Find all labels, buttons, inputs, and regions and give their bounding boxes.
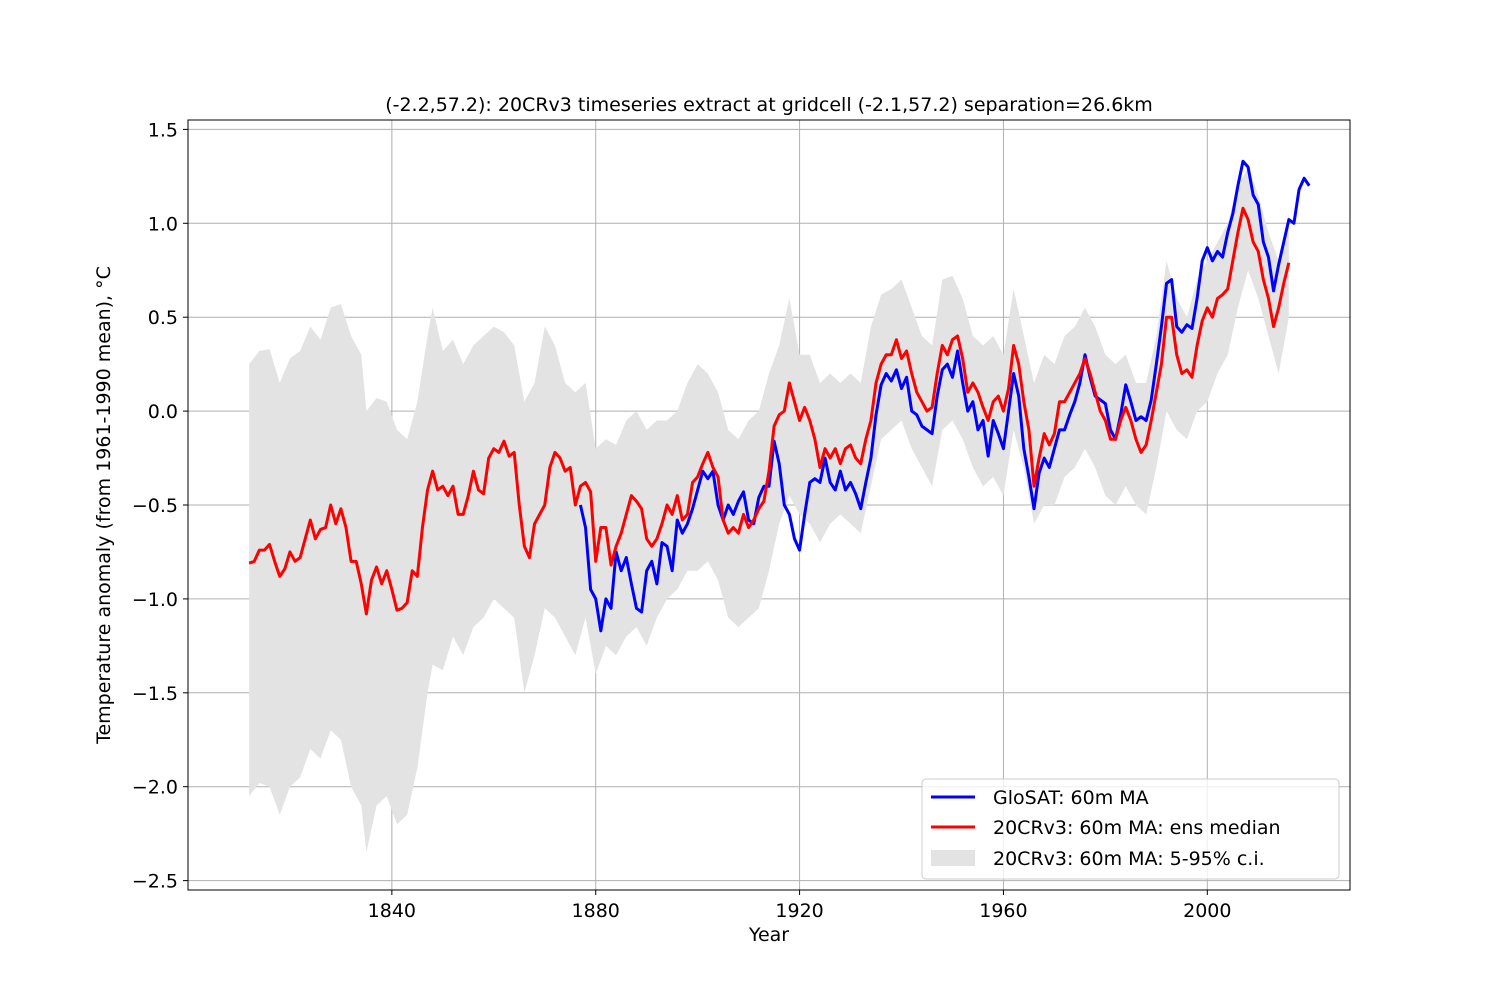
y-tick-label: 0.0	[148, 401, 178, 423]
ci-band-20crv3	[249, 166, 1289, 853]
x-tick-label: 2000	[1183, 900, 1231, 922]
y-axis-label: Temperature anomaly (from 1961-1990 mean…	[93, 266, 115, 745]
x-tick-label: 1920	[775, 900, 823, 922]
y-tick-label: 1.0	[148, 213, 178, 235]
legend: GloSAT: 60m MA 20CRv3: 60m MA: ens media…	[921, 778, 1340, 880]
y-tick-label: −2.5	[132, 871, 178, 893]
line-layer	[248, 159, 1311, 633]
y-tick-label: 1.5	[148, 119, 178, 141]
series-line-glosat	[578, 159, 1311, 633]
y-tick-label: −2.0	[132, 777, 178, 799]
x-axis-label: Year	[748, 924, 789, 946]
legend-box	[921, 778, 1340, 880]
legend-label-20crv3-ci: 20CRv3: 60m MA: 5-95% c.i.	[993, 848, 1265, 870]
tick-layer: 1840 1880 1920 1960 2000 1.5 1.0 0.5 0.0 −0.5 −1.0…	[132, 119, 1232, 922]
legend-swatch-20crv3-ci	[931, 850, 975, 866]
band-layer	[249, 166, 1289, 853]
x-tick-label: 1880	[572, 900, 620, 922]
y-tick-label: −0.5	[132, 495, 178, 517]
x-tick-label: 1840	[368, 900, 416, 922]
y-tick-label: −1.5	[132, 683, 178, 705]
legend-label-glosat: GloSAT: 60m MA	[993, 787, 1149, 809]
y-tick-label: −1.0	[132, 589, 178, 611]
x-tick-label: 1960	[979, 900, 1027, 922]
chart-title: (-2.2,57.2): 20CRv3 timeseries extract a…	[385, 94, 1153, 116]
legend-label-20crv3-median: 20CRv3: 60m MA: ens median	[993, 817, 1281, 839]
series-line-20crv3-median	[248, 206, 1291, 616]
y-tick-label: 0.5	[148, 307, 178, 329]
